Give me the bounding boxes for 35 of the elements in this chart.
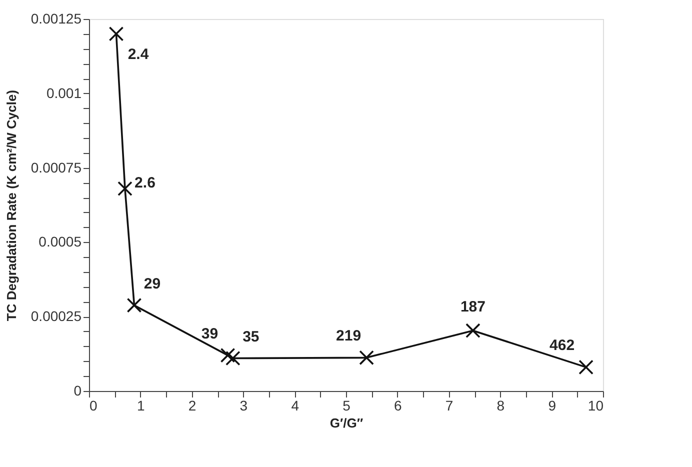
x-tick-label: 8 — [496, 398, 505, 414]
annotation: 2.6 — [134, 174, 156, 192]
x-tick-label: 0 — [90, 398, 98, 414]
x-tick-label: 7 — [445, 398, 454, 414]
point — [126, 298, 142, 313]
y-tick-label: 0.001 — [46, 84, 82, 101]
x-tick-label: 4 — [291, 398, 300, 414]
x-tick-label: 5 — [342, 398, 351, 414]
y-tick-label: 0.00075 — [30, 159, 82, 176]
annotation: 29 — [144, 275, 161, 292]
y-tick-label: 0.00025 — [30, 308, 82, 324]
x-tick-label: 1 — [137, 398, 145, 414]
x-tick-label: 10 — [588, 398, 604, 414]
point — [359, 350, 374, 366]
point — [108, 26, 124, 42]
y-tick-label: 0.0005 — [38, 234, 82, 250]
x-tick-label: 9 — [548, 398, 556, 414]
annotation: 219 — [336, 328, 362, 345]
point — [466, 323, 480, 338]
x-tick-label: 2 — [188, 398, 196, 414]
x-tick-label: 6 — [394, 398, 402, 414]
point — [220, 348, 236, 363]
y-tick-label: 0.00125 — [30, 10, 82, 26]
y-tick-label: 0 — [74, 382, 82, 398]
point — [118, 181, 132, 196]
point — [578, 360, 594, 375]
x-axis-title: G′/G″ — [330, 416, 364, 430]
y-axis-title: TC Degradation Rate (K cm²/W Cycle) — [4, 90, 19, 322]
x-tick-label: 3 — [240, 398, 248, 414]
annotation: 462 — [550, 337, 575, 354]
annotation: 2.4 — [128, 46, 150, 63]
point — [226, 350, 240, 366]
annotation: 39 — [201, 325, 218, 342]
annotation: 187 — [460, 298, 486, 316]
annotation: 35 — [242, 328, 260, 346]
